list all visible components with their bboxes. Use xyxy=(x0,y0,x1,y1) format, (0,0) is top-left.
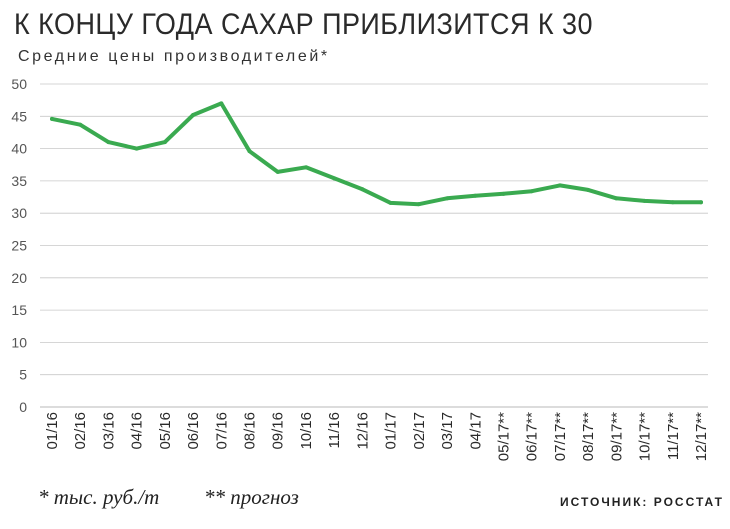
x-tick-label: 01/17 xyxy=(383,412,400,450)
y-tick-label: 0 xyxy=(19,399,27,415)
x-tick-label: 05/16 xyxy=(157,412,174,450)
x-tick-label: 08/16 xyxy=(242,412,259,450)
y-tick-label: 30 xyxy=(11,205,27,221)
x-tick-label: 06/16 xyxy=(185,412,202,450)
data-point xyxy=(699,200,703,205)
unit-footnote: * тыс. руб./т xyxy=(38,485,160,509)
data-point xyxy=(219,101,224,106)
y-axis-tick-labels: 0 5 10 15 20 25 30 35 40 45 50 xyxy=(11,76,27,415)
x-tick-label: 07/16 xyxy=(213,412,230,450)
data-point xyxy=(50,116,54,121)
x-tick-label: 08/17** xyxy=(580,412,597,461)
data-point xyxy=(162,140,167,145)
data-point xyxy=(106,140,111,145)
chart-subtitle: Средние цены производителей* xyxy=(18,48,330,65)
data-point xyxy=(247,149,252,154)
chart-title: К КОНЦУ ГОДА САХАР ПРИБЛИЗИТСЯ К 30 xyxy=(14,8,593,41)
x-tick-label: 12/17** xyxy=(693,412,710,461)
data-point xyxy=(78,122,83,127)
price-series-line xyxy=(50,101,703,207)
data-point xyxy=(388,200,393,205)
x-tick-label: 03/17 xyxy=(439,412,456,450)
data-point xyxy=(445,196,450,201)
x-axis-tick-labels: 01/16 02/16 03/16 04/16 05/16 06/16 07/16 08/16… xyxy=(44,412,710,461)
x-tick-label: 03/16 xyxy=(100,412,117,450)
x-tick-label: 04/16 xyxy=(129,412,146,450)
data-point xyxy=(473,193,478,198)
data-point xyxy=(670,200,675,205)
data-point xyxy=(134,146,139,151)
data-point xyxy=(332,176,337,181)
x-tick-label: 12/16 xyxy=(354,412,371,450)
data-point xyxy=(275,169,280,174)
data-point xyxy=(501,191,506,196)
x-tick-label: 01/16 xyxy=(44,412,61,450)
y-tick-label: 35 xyxy=(11,173,27,189)
x-tick-label: 02/17 xyxy=(411,412,428,450)
y-tick-label: 50 xyxy=(11,76,27,92)
x-tick-label: 09/16 xyxy=(270,412,287,450)
price-series xyxy=(50,101,703,207)
x-tick-label: 10/16 xyxy=(298,412,315,450)
data-point xyxy=(416,202,421,207)
data-point xyxy=(557,183,562,188)
x-tick-label: 11/16 xyxy=(326,412,343,448)
data-point xyxy=(614,196,619,201)
y-tick-label: 40 xyxy=(11,141,27,157)
y-tick-label: 45 xyxy=(11,108,27,124)
x-tick-label: 05/17** xyxy=(495,412,512,461)
y-tick-label: 25 xyxy=(11,238,27,254)
x-tick-label: 11/17** xyxy=(665,412,682,460)
data-point xyxy=(303,165,308,170)
source-label: ИСТОЧНИК: РОССТАТ xyxy=(560,495,724,509)
y-tick-label: 15 xyxy=(11,302,27,318)
x-tick-label: 04/17 xyxy=(467,412,484,450)
y-tick-label: 20 xyxy=(11,270,27,286)
grid-lines xyxy=(40,83,708,408)
y-tick-label: 5 xyxy=(19,367,27,383)
y-tick-label: 10 xyxy=(11,334,27,350)
x-tick-label: 09/17** xyxy=(608,412,625,461)
data-point xyxy=(586,187,591,192)
x-tick-label: 02/16 xyxy=(72,412,89,450)
data-point xyxy=(360,187,365,192)
x-tick-label: 06/17** xyxy=(524,412,541,461)
x-tick-label: 07/17** xyxy=(552,412,569,461)
x-tick-label: 10/17** xyxy=(637,412,654,461)
data-point xyxy=(529,189,534,194)
data-point xyxy=(191,113,196,118)
forecast-footnote: ** прогноз xyxy=(204,485,299,509)
data-point xyxy=(642,198,647,203)
